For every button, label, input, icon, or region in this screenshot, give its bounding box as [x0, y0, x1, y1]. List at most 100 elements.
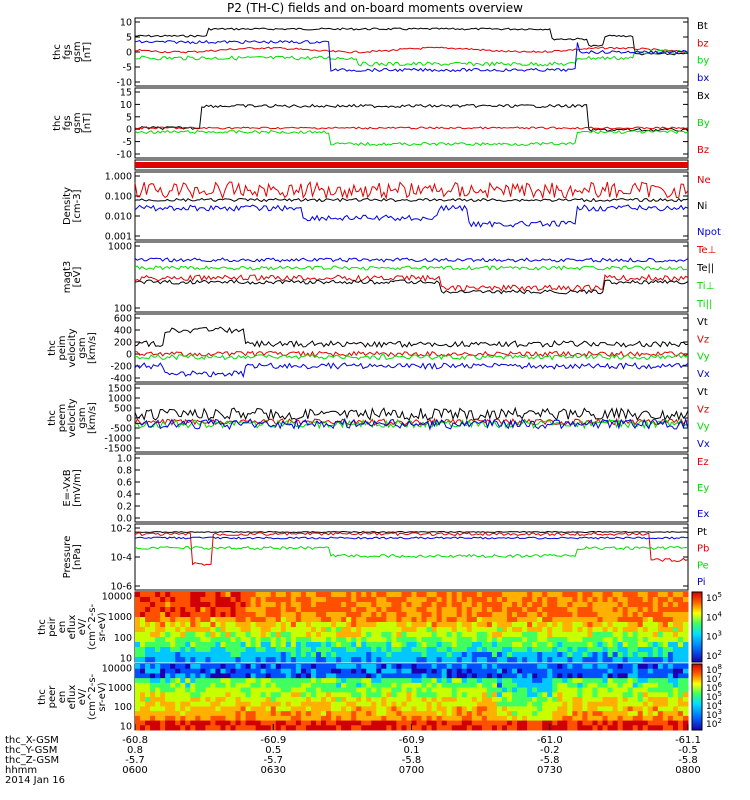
spectrogram-cell [321, 602, 327, 608]
spectrogram-cell [401, 602, 407, 608]
spectrogram-cell [245, 715, 252, 722]
spectrogram-cell [632, 657, 639, 663]
spectrogram-cell [512, 682, 518, 689]
spectrogram-cell [466, 627, 473, 633]
spectrogram-cell [557, 715, 563, 722]
spectrogram-cell [421, 602, 428, 608]
spectrogram-cell [371, 642, 377, 648]
spectrogram-cell [401, 612, 407, 618]
spectrogram-cell [446, 632, 453, 638]
spectrogram-cell [250, 664, 257, 670]
spectrogram-cell [240, 692, 247, 698]
spectrogram-cell [250, 632, 257, 638]
spectrogram-cell [215, 652, 221, 658]
spectrogram-cell [501, 592, 508, 598]
y-axis-label: gsm [77, 407, 88, 428]
spectrogram-cell [160, 711, 166, 717]
spectrogram-cell [632, 617, 639, 623]
legend-entry: Bz [697, 145, 709, 156]
spectrogram-cell [315, 701, 322, 707]
spectrogram-cell [662, 673, 669, 679]
spectrogram-cell [220, 715, 226, 722]
spectrogram-cell [165, 657, 171, 663]
spectrogram-cell [471, 668, 478, 674]
spectrogram-cell [627, 668, 634, 674]
spectrogram-cell [662, 622, 669, 628]
spectrogram-cell [280, 617, 287, 623]
spectrogram-cell [617, 720, 624, 726]
spectrogram-cell [381, 597, 387, 603]
spectrogram-cell [552, 607, 558, 613]
spectrogram-cell [341, 617, 347, 623]
spectrogram-cell [371, 678, 377, 684]
spectrogram-cell [512, 706, 518, 712]
spectrogram-cell [205, 632, 211, 638]
spectrogram-cell [471, 602, 478, 608]
spectrogram-cell [436, 725, 443, 731]
spectrogram-cell [185, 627, 191, 633]
spectrogram-cell [446, 612, 453, 618]
spectrogram-cell [185, 657, 191, 663]
spectrogram-cell [532, 647, 538, 653]
spectrogram-cell [250, 652, 257, 658]
spectrogram-cell [275, 632, 282, 638]
spectrogram-cell [155, 632, 161, 638]
spectrogram-cell [315, 715, 322, 722]
spectrogram-cell [476, 622, 483, 628]
spectrogram-cell [592, 720, 599, 726]
spectrogram-cell [416, 664, 423, 670]
spectrogram-cell [662, 637, 669, 643]
spectrogram-cell [396, 647, 402, 653]
spectrogram-cell [416, 647, 423, 653]
spectrogram-cell [381, 652, 387, 658]
spectrogram-cell [140, 602, 146, 608]
spectrogram-cell [592, 657, 599, 663]
spectrogram-cell [205, 647, 211, 653]
spectrogram-cell [235, 678, 242, 684]
spectrogram-cell [441, 664, 448, 670]
spectrogram-cell [587, 592, 593, 598]
spectrogram-cell [135, 592, 141, 598]
spectrogram-cell [200, 652, 206, 658]
spectrogram-cell [366, 617, 372, 623]
spectrogram-cell [496, 664, 503, 670]
spectrogram-cell [421, 657, 428, 663]
spectrogram-cell [285, 592, 292, 598]
spectrogram-cell [637, 673, 644, 679]
spectrogram-cell [371, 706, 377, 712]
spectrogram-cell [346, 607, 352, 613]
spectrogram-cell [381, 664, 387, 670]
spectrogram-cell [662, 687, 669, 693]
spectrogram-cell [592, 692, 599, 698]
ne-trace [134, 180, 689, 200]
spectrogram-cell [592, 706, 599, 712]
spectrogram-cell [240, 597, 247, 603]
spectrogram-cell [542, 637, 548, 643]
spectrogram-cell [315, 678, 322, 684]
spectrogram-cell [401, 673, 407, 679]
spectrogram-cell [195, 701, 201, 707]
legend-entry: Vt [697, 387, 708, 398]
spectrogram-cell [431, 617, 438, 623]
spectrogram-cell [391, 622, 397, 628]
spectrogram-cell [441, 692, 448, 698]
spectrogram-cell [386, 632, 392, 638]
spectrogram-cell [270, 622, 277, 628]
spectrogram-cell [371, 720, 377, 726]
spectrogram-cell [612, 592, 619, 598]
spectrogram-cell [552, 697, 558, 703]
spectrogram-cell [165, 642, 171, 648]
spectrogram-cell [582, 682, 588, 689]
ni-trace [134, 197, 689, 203]
spectrogram-cell [160, 668, 166, 674]
spectrogram-cell [416, 627, 423, 633]
spectrogram-cell [562, 607, 568, 613]
spectrogram-cell [547, 697, 553, 703]
spectrogram-cell [426, 673, 433, 679]
spectrogram-cell [321, 622, 327, 628]
spectrogram-cell [150, 627, 156, 633]
spectrogram-cell [160, 664, 166, 670]
spectrogram-cell [200, 637, 206, 643]
spectrogram-cell [552, 678, 558, 684]
spectrogram-cell [255, 657, 262, 663]
